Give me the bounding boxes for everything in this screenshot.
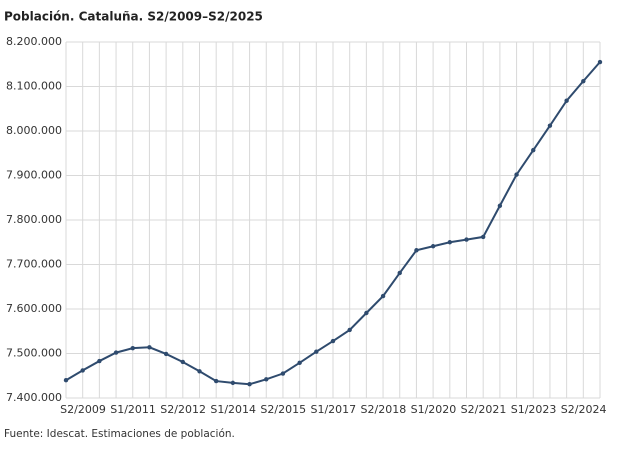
x-tick-label: S2/2018 [361,403,407,416]
data-point [130,345,135,351]
x-tick-label: S2/2009 [60,403,106,416]
data-point [230,380,236,386]
data-point [247,382,252,387]
data-point [581,78,586,84]
data-point [464,237,469,242]
data-point [397,270,402,276]
data-point [514,172,519,177]
x-tick-label: S2/2021 [461,403,507,416]
x-tick-label: S1/2017 [310,403,356,416]
x-tick-label: S1/2014 [210,403,256,416]
data-point [364,310,369,316]
y-tick-label: 8.100.000 [6,80,62,93]
data-point [97,358,102,364]
data-point [113,350,119,355]
y-tick-label: 8.000.000 [6,124,62,137]
data-point [80,368,85,373]
data-point [180,359,186,365]
y-tick-label: 7.500.000 [6,347,62,360]
data-point [147,345,152,350]
data-point [430,244,436,249]
data-point [314,349,319,354]
x-tick-label: S1/2020 [411,403,457,416]
source-note: Fuente: Idescat. Estimaciones de poblaci… [4,428,235,440]
y-tick-label: 7.600.000 [6,302,62,315]
data-point [497,203,503,208]
data-point [63,378,69,383]
data-point [213,378,219,384]
data-point [330,338,336,344]
data-point [163,351,169,357]
data-point [280,371,286,376]
data-point [297,360,302,366]
x-tick-label: S1/2023 [511,403,557,416]
chart-title: Población. Cataluña. S2/2009–S2/2025 [4,10,263,24]
data-point [347,327,352,333]
data-point [564,98,569,103]
data-point [547,123,553,128]
data-point [531,147,536,153]
x-tick-label: S2/2012 [160,403,206,416]
x-tick-label: S2/2024 [561,403,607,416]
x-tick-label: S2/2015 [260,403,306,416]
data-point [480,234,486,240]
y-tick-label: 7.800.000 [6,213,62,226]
y-tick-label: 7.900.000 [6,169,62,182]
data-point [414,248,419,253]
y-tick-label: 7.400.000 [6,391,62,404]
data-point [380,293,386,299]
x-tick-label: S1/2011 [110,403,156,416]
data-point [197,369,202,374]
y-tick-label: 8.200.000 [6,35,62,48]
y-tick-label: 7.700.000 [6,258,62,271]
data-point [597,59,603,65]
data-point [447,240,453,245]
data-point [264,377,269,382]
